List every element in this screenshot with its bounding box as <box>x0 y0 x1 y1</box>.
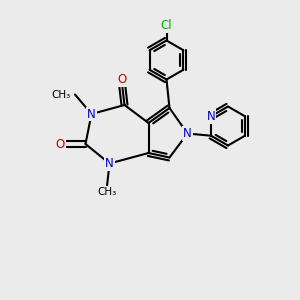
Text: O: O <box>117 73 126 86</box>
Text: CH₃: CH₃ <box>51 89 70 100</box>
Text: N: N <box>87 107 96 121</box>
Text: CH₃: CH₃ <box>97 187 116 197</box>
Text: N: N <box>183 127 192 140</box>
Text: N: N <box>207 110 215 123</box>
Text: O: O <box>56 137 64 151</box>
Text: Cl: Cl <box>161 19 172 32</box>
Text: N: N <box>105 157 114 170</box>
